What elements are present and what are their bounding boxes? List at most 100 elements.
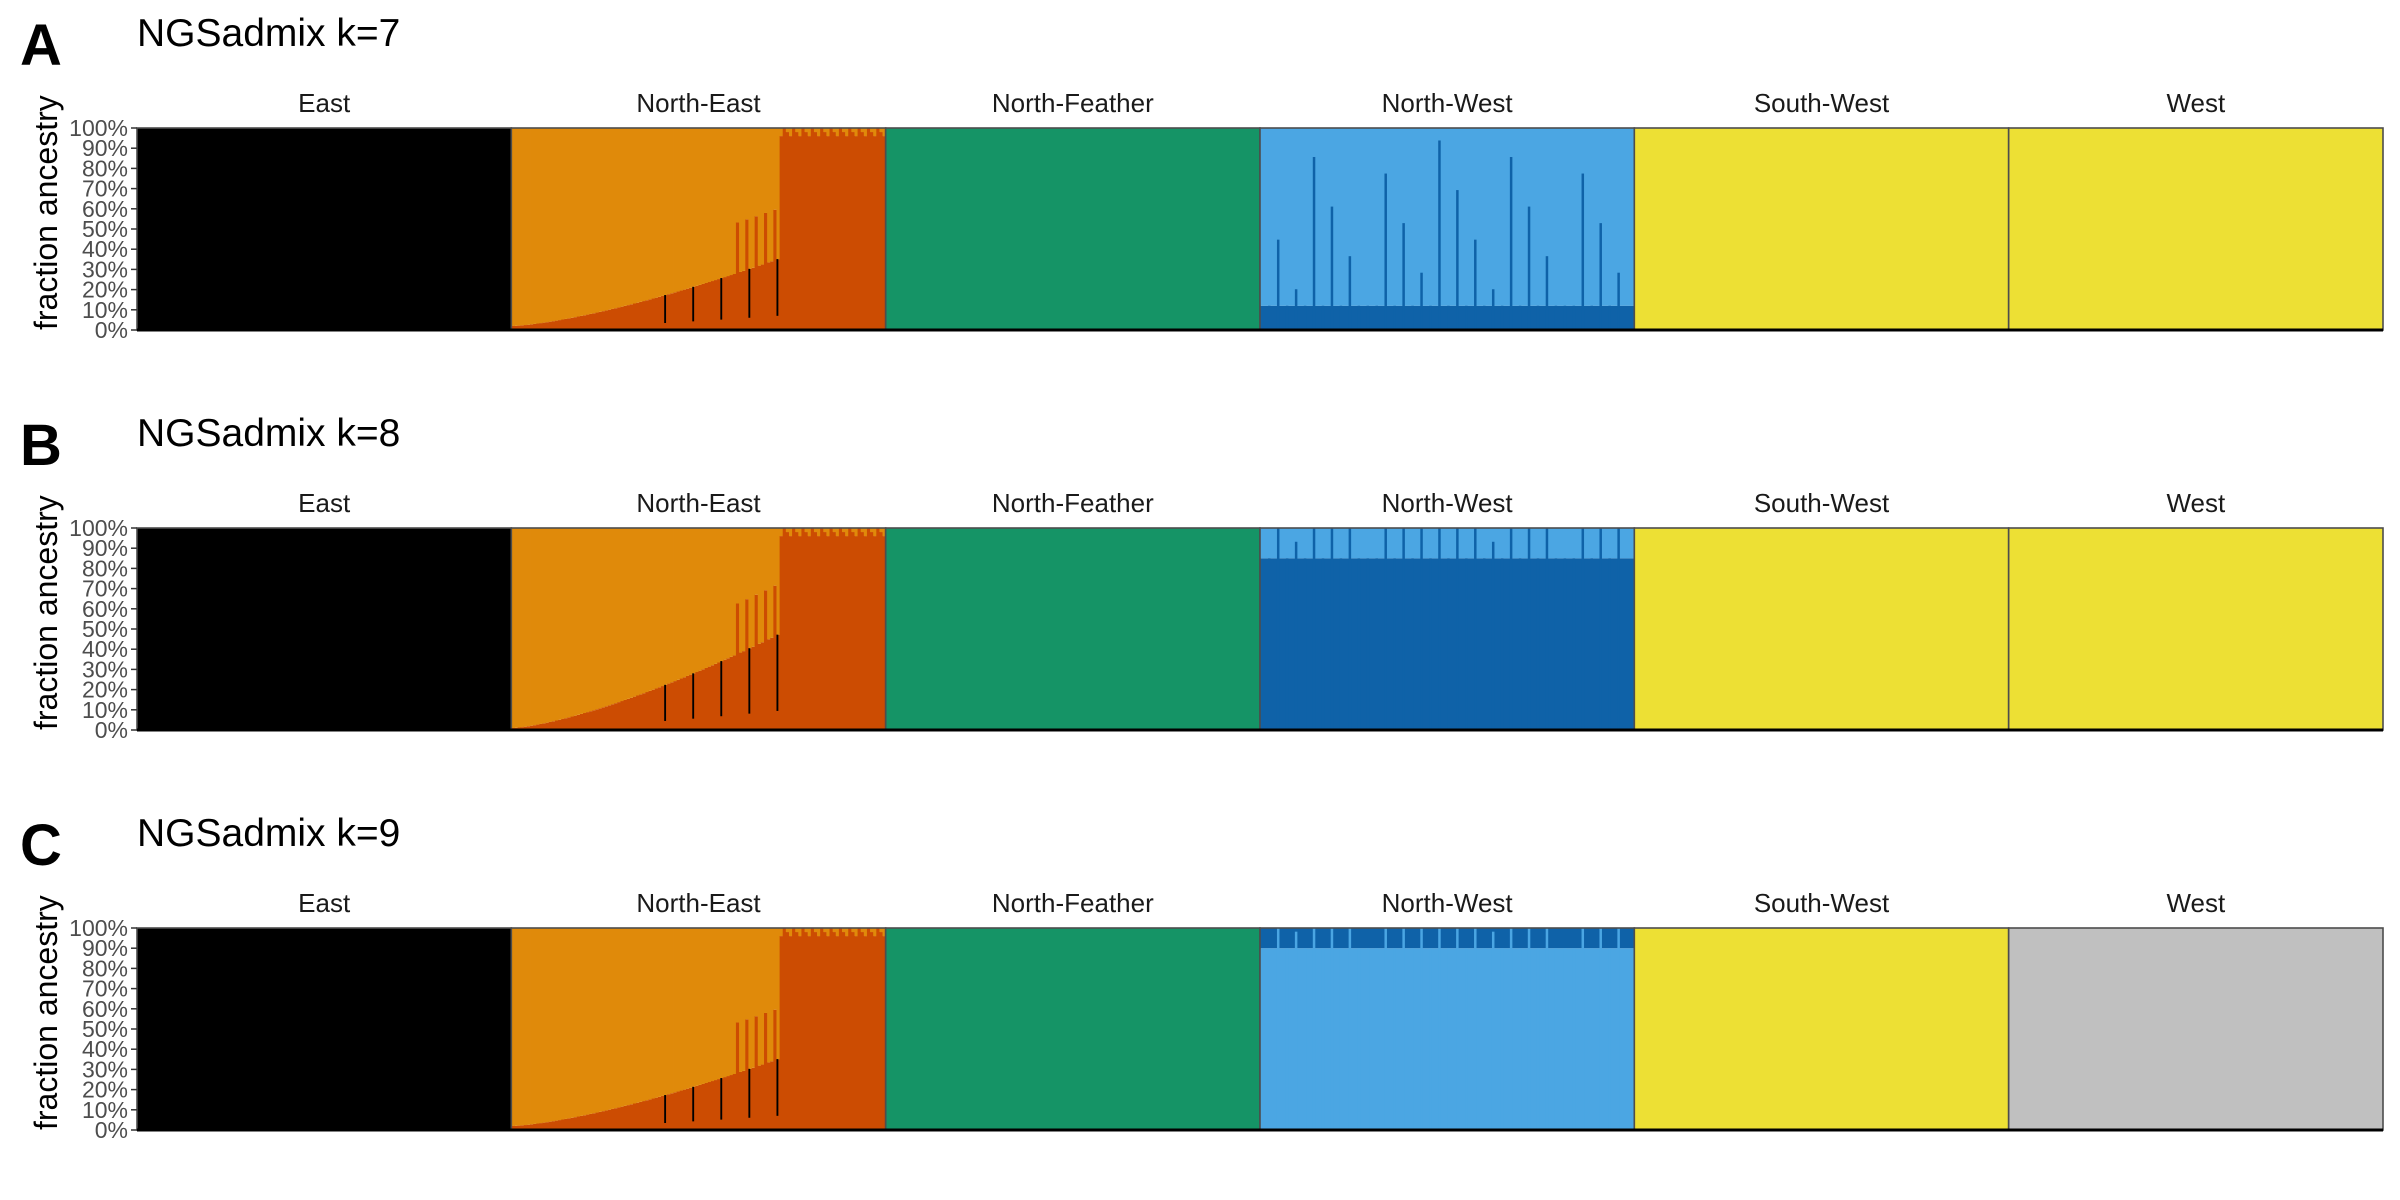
individual-streak (1545, 256, 1549, 330)
individual-bar-upper (879, 128, 883, 133)
individual-bar-upper (798, 528, 802, 537)
individual-bar-lower (835, 536, 840, 730)
individual-streak (1509, 157, 1513, 330)
population-label: North-Feather (992, 888, 1154, 918)
population-block (885, 528, 1261, 730)
individual-bar-lower (698, 670, 703, 730)
individual-streak (1294, 931, 1298, 1130)
individual-bar-lower (608, 705, 612, 730)
individual-bar-upper (514, 528, 518, 728)
individual-bar-upper (760, 528, 765, 643)
individual-bar-upper (845, 128, 849, 137)
individual-bar-lower (576, 316, 581, 330)
individual-bar-lower (845, 536, 849, 730)
individual-bar-upper (564, 528, 568, 719)
individual-bar-lower (829, 928, 834, 1130)
individual-bar-upper (673, 128, 678, 293)
individual-bar-lower (617, 307, 621, 330)
individual-bar-lower (757, 265, 762, 330)
individual-bar-upper (882, 528, 887, 537)
individual-bar-lower (742, 1070, 746, 1130)
individual-bar-upper (626, 928, 631, 1106)
individual-bar-lower (614, 1108, 618, 1130)
individual-bar-upper (710, 528, 715, 666)
individual-bar-lower (770, 1061, 774, 1130)
individual-streak (1276, 528, 1280, 730)
individual-streak (1590, 558, 1593, 730)
individual-streak (1483, 948, 1486, 1130)
individual-bar-upper (551, 128, 556, 322)
individual-bar-upper (595, 928, 600, 1113)
individual-bar-upper (764, 928, 768, 1013)
individual-bar-lower (813, 532, 818, 730)
individual-bar-upper (707, 928, 712, 1083)
individual-bar-upper (773, 928, 777, 1010)
individual-bar-lower (639, 694, 643, 730)
individual-bar-upper (757, 528, 762, 644)
individual-bar-upper (717, 928, 721, 1080)
individual-bar-upper (583, 928, 587, 1116)
individual-bar-upper (779, 128, 784, 137)
individual-bar-lower (530, 324, 534, 330)
individual-streak (1420, 528, 1423, 730)
population-label: East (298, 88, 351, 118)
individual-bar-lower (770, 261, 774, 330)
individual-bar-lower (617, 1107, 621, 1130)
individual-bar-lower (770, 637, 774, 730)
individual-bar-lower (657, 1096, 662, 1130)
individual-bar-lower (573, 715, 578, 730)
individual-bar-upper (551, 528, 556, 722)
individual-bar-lower (751, 1067, 756, 1130)
individual-bar-lower (598, 708, 603, 730)
panel-b: B NGSadmix k=8 fraction ancestry East Nor… (0, 400, 2400, 800)
individual-bar-minor (664, 684, 667, 721)
individual-bar-upper (686, 528, 690, 676)
individual-streak (1330, 528, 1334, 730)
individual-bar-lower (654, 297, 659, 330)
individual-bar-upper (530, 128, 534, 325)
individual-bar-lower (745, 1019, 749, 1130)
individual-bar-lower (739, 271, 743, 330)
individual-bar-lower (639, 301, 643, 330)
individual-bar-lower (704, 667, 709, 730)
individual-bar-upper (617, 128, 621, 308)
individual-streak (1348, 256, 1352, 330)
individual-bar-lower (548, 721, 553, 730)
individual-bar-lower (654, 688, 659, 730)
individual-bar-lower (573, 1117, 578, 1130)
individual-bar-upper (785, 928, 790, 933)
individual-bar-upper (661, 928, 665, 1096)
individual-bar-upper (798, 128, 802, 137)
population-label: North-West (1382, 88, 1514, 118)
individual-streak (1483, 558, 1486, 730)
chart-title: NGSadmix k=9 (137, 812, 401, 855)
individual-bar-upper (823, 128, 827, 133)
individual-bar-lower (642, 1101, 646, 1130)
individual-bar-upper (873, 128, 877, 137)
individual-bar-upper (617, 528, 621, 703)
population-label: West (2166, 888, 2226, 918)
individual-bar-lower (863, 136, 868, 330)
individual-bar-upper (623, 928, 628, 1106)
individual-bar-upper (629, 528, 634, 698)
individual-bar-lower (860, 532, 865, 730)
individual-bar-upper (632, 128, 637, 304)
individual-bar-upper (539, 528, 543, 724)
individual-bar-lower (810, 928, 815, 1130)
individual-streak (1572, 305, 1576, 330)
individual-bar-lower (620, 306, 625, 330)
individual-bar-upper (813, 528, 818, 533)
y-tick-label: 70% (82, 176, 128, 202)
individual-bar-lower (723, 1077, 727, 1130)
population-label: South-West (1754, 88, 1890, 118)
individual-bar-lower (845, 936, 849, 1130)
individual-bar-minor (748, 1068, 751, 1118)
individual-bar-upper (661, 528, 665, 687)
individual-streak (1366, 305, 1370, 330)
individual-bar-upper (639, 928, 643, 1102)
individual-bar-upper (679, 128, 684, 291)
individual-bar-upper (841, 928, 846, 933)
individual-bar-upper (841, 528, 846, 533)
individual-bar-upper (732, 128, 737, 275)
individual-bar-upper (804, 128, 809, 133)
